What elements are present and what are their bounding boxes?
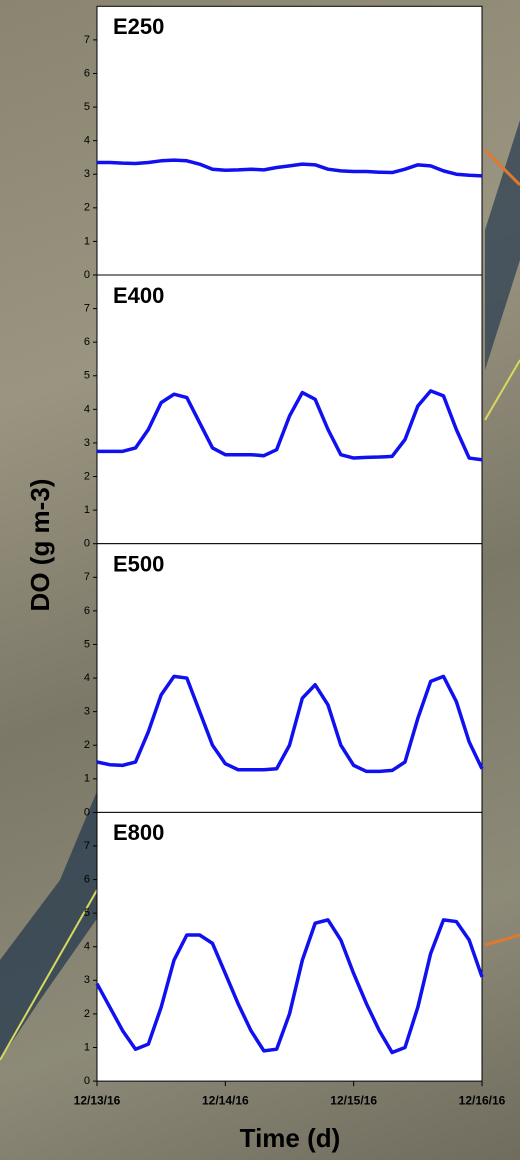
y-tick-label: 6 xyxy=(84,873,90,885)
y-tick-label: 5 xyxy=(84,638,90,650)
y-tick-label: 4 xyxy=(84,135,90,147)
plot-area xyxy=(97,275,482,544)
y-tick-label: 7 xyxy=(84,840,90,852)
y-tick-label: 0 xyxy=(84,538,90,550)
y-tick-label: 2 xyxy=(84,739,90,751)
y-tick-label: 3 xyxy=(84,437,90,449)
y-tick-label: 2 xyxy=(84,202,90,214)
river-band xyxy=(0,760,110,1060)
y-tick-label: 4 xyxy=(84,941,90,953)
x-tick-label: 12/16/16 xyxy=(459,1093,506,1107)
y-axis-label: DO (g m-3) xyxy=(25,479,55,612)
y-tick-label: 1 xyxy=(84,235,90,247)
y-tick-label: 5 xyxy=(84,101,90,113)
y-tick-label: 0 xyxy=(84,806,90,818)
plot-area xyxy=(97,6,482,275)
x-tick-label: 12/13/16 xyxy=(74,1093,121,1107)
y-tick-label: 3 xyxy=(84,974,90,986)
y-tick-label: 1 xyxy=(84,773,90,785)
panel-title: E400 xyxy=(113,283,164,308)
panel-title: E800 xyxy=(113,820,164,845)
y-tick-label: 6 xyxy=(84,336,90,348)
y-tick-label: 2 xyxy=(84,470,90,482)
y-tick-label: 0 xyxy=(84,269,90,281)
y-tick-label: 5 xyxy=(84,907,90,919)
y-tick-label: 5 xyxy=(84,370,90,382)
plot-area xyxy=(97,812,482,1081)
y-tick-label: 6 xyxy=(84,67,90,79)
panel-title: E250 xyxy=(113,14,164,39)
y-tick-label: 7 xyxy=(84,34,90,46)
chart: DO (g m-3) Time (d) 0 1 2 3 4 5 6 7 E250 0 1 2 3 4 5 6 7… xyxy=(0,0,520,1160)
y-tick-label: 0 xyxy=(84,1075,90,1087)
plot-area xyxy=(97,544,482,813)
y-tick-label: 1 xyxy=(84,504,90,516)
x-tick-label: 12/15/16 xyxy=(330,1093,377,1107)
x-tick-label: 12/14/16 xyxy=(202,1093,249,1107)
road-line xyxy=(485,360,520,420)
y-tick-label: 7 xyxy=(84,571,90,583)
y-tick-label: 2 xyxy=(84,1008,90,1020)
panel-title: E500 xyxy=(113,552,164,577)
river-band xyxy=(485,120,520,370)
y-tick-label: 3 xyxy=(84,706,90,718)
y-tick-label: 6 xyxy=(84,605,90,617)
y-tick-label: 4 xyxy=(84,403,90,415)
y-tick-label: 3 xyxy=(84,168,90,180)
y-tick-label: 1 xyxy=(84,1041,90,1053)
road-line xyxy=(485,935,520,945)
y-tick-label: 7 xyxy=(84,302,90,314)
x-axis-label: Time (d) xyxy=(240,1123,341,1153)
y-tick-label: 4 xyxy=(84,672,90,684)
